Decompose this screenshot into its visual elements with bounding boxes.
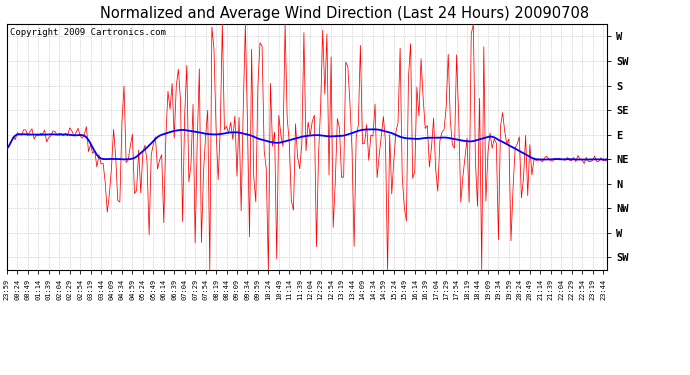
Text: Normalized and Average Wind Direction (Last 24 Hours) 20090708: Normalized and Average Wind Direction (L… xyxy=(101,6,589,21)
Text: Copyright 2009 Cartronics.com: Copyright 2009 Cartronics.com xyxy=(10,28,166,37)
